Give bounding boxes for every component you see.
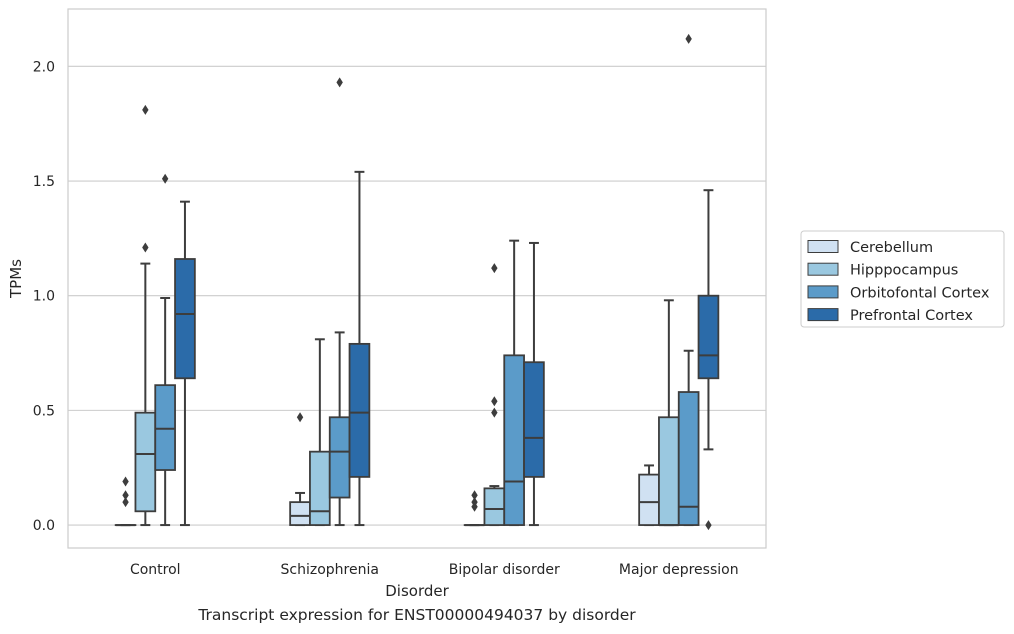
outlier-point xyxy=(122,497,129,508)
legend-swatch xyxy=(807,308,839,322)
legend-entry: Hipppocampus xyxy=(850,263,958,279)
outlier-point xyxy=(142,104,149,115)
box-2-3 xyxy=(677,33,700,527)
y-tick-label: 2.0 xyxy=(33,59,55,75)
outlier-point xyxy=(122,476,129,487)
box-iqr xyxy=(328,416,351,499)
box-0-0 xyxy=(114,476,137,527)
box-1-2 xyxy=(483,263,506,527)
box-0-3 xyxy=(638,464,660,527)
outlier-point xyxy=(471,497,478,508)
outlier-point xyxy=(491,407,498,418)
box-3-2 xyxy=(523,241,545,527)
y-tick-label: 0.5 xyxy=(33,403,55,419)
legend-frame xyxy=(800,230,1005,328)
outlier-point xyxy=(471,490,478,501)
box-3-1 xyxy=(348,170,371,527)
x-tick-label: Bipolar disorder xyxy=(449,562,560,578)
box-3-3 xyxy=(697,189,720,531)
box-iqr xyxy=(638,473,660,526)
outlier-point xyxy=(491,263,498,274)
box-3-0 xyxy=(174,200,196,527)
box-iqr xyxy=(309,450,331,526)
box-iqr xyxy=(348,342,371,478)
box-iqr xyxy=(523,361,545,478)
box-iqr xyxy=(658,416,680,526)
x-tick-label: Control xyxy=(130,562,181,578)
outlier-point xyxy=(161,173,169,184)
legend-swatch xyxy=(807,240,839,253)
y-axis-label: TPMs xyxy=(7,259,25,299)
x-tick-label: Major depression xyxy=(619,562,739,578)
box-iqr xyxy=(134,411,157,513)
boxes xyxy=(114,33,720,531)
box-iqr xyxy=(483,487,506,526)
box-iqr xyxy=(174,258,196,380)
legend-swatch xyxy=(807,285,839,299)
box-2-0 xyxy=(154,173,176,527)
y-tick-label: 1.5 xyxy=(33,174,55,190)
legend-entry: Orbitofontal Cortex xyxy=(850,285,990,301)
y-tick-labels: 0.0 0.5 1.0 1.5 2.0 xyxy=(33,59,55,534)
box-0-2 xyxy=(463,490,486,527)
box-1-1 xyxy=(309,338,331,527)
figure-caption: Transcript expression for ENST0000049403… xyxy=(198,606,636,624)
outlier-point xyxy=(142,242,149,253)
outlier-point xyxy=(705,520,712,531)
legend-entry: Prefrontal Cortex xyxy=(850,308,973,324)
outlier-point xyxy=(296,412,304,423)
y-tick-label: 1.0 xyxy=(33,289,55,305)
box-iqr xyxy=(697,294,720,380)
y-tick-label: 0.0 xyxy=(33,518,55,534)
box-iqr xyxy=(289,501,311,526)
x-tick-label: Schizophrenia xyxy=(281,562,379,578)
box-1-0 xyxy=(134,104,157,527)
outlier-point xyxy=(336,77,343,88)
box-iqr xyxy=(677,391,700,526)
box-2-2 xyxy=(503,239,525,527)
outlier-point xyxy=(491,396,498,407)
legend: Cerebellum Hipppocampus Orbitofontal Corte… xyxy=(800,230,1005,328)
box-iqr xyxy=(154,384,176,471)
plot-area-frame xyxy=(67,8,767,549)
box-2-1 xyxy=(328,77,351,527)
legend-swatch xyxy=(807,262,839,276)
outlier-point xyxy=(122,490,129,501)
x-axis-label: Disorder xyxy=(385,582,449,600)
box-0-1 xyxy=(289,412,311,527)
legend-entry: Cerebellum xyxy=(850,240,933,256)
box-1-3 xyxy=(658,299,680,527)
box-iqr xyxy=(503,354,525,526)
x-tick-labels: Control Schizophrenia Bipolar disorder Majo… xyxy=(130,562,739,578)
outlier-point xyxy=(685,33,692,44)
